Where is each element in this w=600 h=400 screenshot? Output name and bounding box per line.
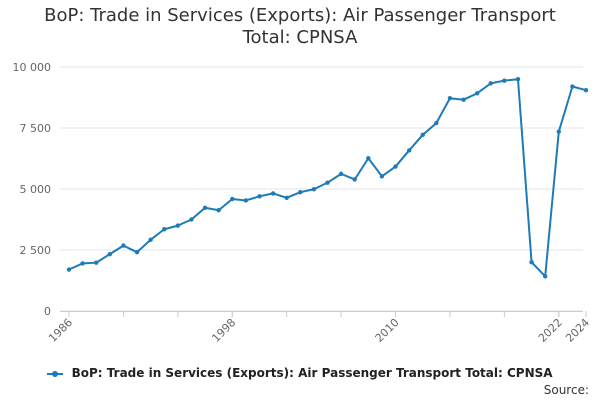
grid-lines (60, 66, 583, 312)
data-point (434, 120, 439, 126)
data-point (311, 187, 317, 192)
data-point (583, 87, 589, 93)
y-tick-label: 2 500 (20, 244, 52, 257)
data-point (107, 251, 113, 257)
data-point (515, 77, 521, 82)
data-point (556, 129, 561, 134)
y-axis-tick-labels: 0 2 500 5 000 7 500 10 000 (13, 61, 52, 318)
data-point (94, 260, 99, 265)
data-point (121, 243, 126, 248)
data-point (284, 195, 289, 200)
y-tick-label: 0 (44, 305, 51, 318)
legend-series-label: BoP: Trade in Services (Exports): Air Pa… (71, 366, 553, 380)
y-tick-label: 7 500 (20, 122, 52, 135)
data-point (474, 91, 480, 96)
data-point (393, 164, 398, 169)
data-point (461, 97, 466, 102)
data-point (66, 267, 72, 272)
legend: BoP: Trade in Services (Exports): Air Pa… (0, 366, 600, 380)
data-point (175, 223, 181, 228)
data-point (230, 196, 235, 202)
legend-series-swatch (47, 370, 64, 377)
data-point (325, 180, 330, 185)
data-point (529, 260, 534, 265)
y-tick-label: 5 000 (20, 183, 52, 196)
data-point (406, 148, 412, 153)
data-point (162, 227, 167, 232)
data-point (202, 205, 208, 210)
data-point (352, 177, 357, 182)
data-point (148, 237, 153, 242)
data-point (80, 261, 85, 266)
data-point (379, 174, 385, 179)
data-point (420, 132, 425, 138)
chart-title-line-1: BoP: Trade in Services (Exports): Air Pa… (44, 5, 556, 26)
x-tick-label: 1998 (209, 316, 238, 345)
data-point (488, 81, 493, 86)
data-point (338, 171, 344, 177)
data-point (447, 96, 453, 101)
data-point (570, 84, 575, 89)
data-series (66, 77, 589, 279)
x-tick-label: 2022 (536, 316, 565, 345)
data-point (189, 217, 194, 222)
chart-title-line-2: Total: CPNSA (242, 27, 358, 48)
source-label: Source: (543, 383, 589, 397)
series-line (68, 78, 587, 278)
data-point (243, 198, 249, 203)
y-tick-label: 10 000 (13, 61, 52, 74)
data-point (270, 191, 276, 196)
x-tick-label: 2010 (373, 316, 402, 345)
data-point (216, 208, 221, 213)
data-point (134, 249, 140, 255)
x-tick-label: 2024 (563, 316, 592, 345)
data-point (298, 189, 303, 195)
data-point (502, 78, 507, 83)
data-point (542, 274, 548, 279)
x-tick-label: 1986 (46, 316, 75, 345)
data-point (366, 156, 371, 161)
data-point (257, 194, 262, 199)
chart-title: BoP: Trade in Services (Exports): Air Pa… (0, 5, 600, 49)
